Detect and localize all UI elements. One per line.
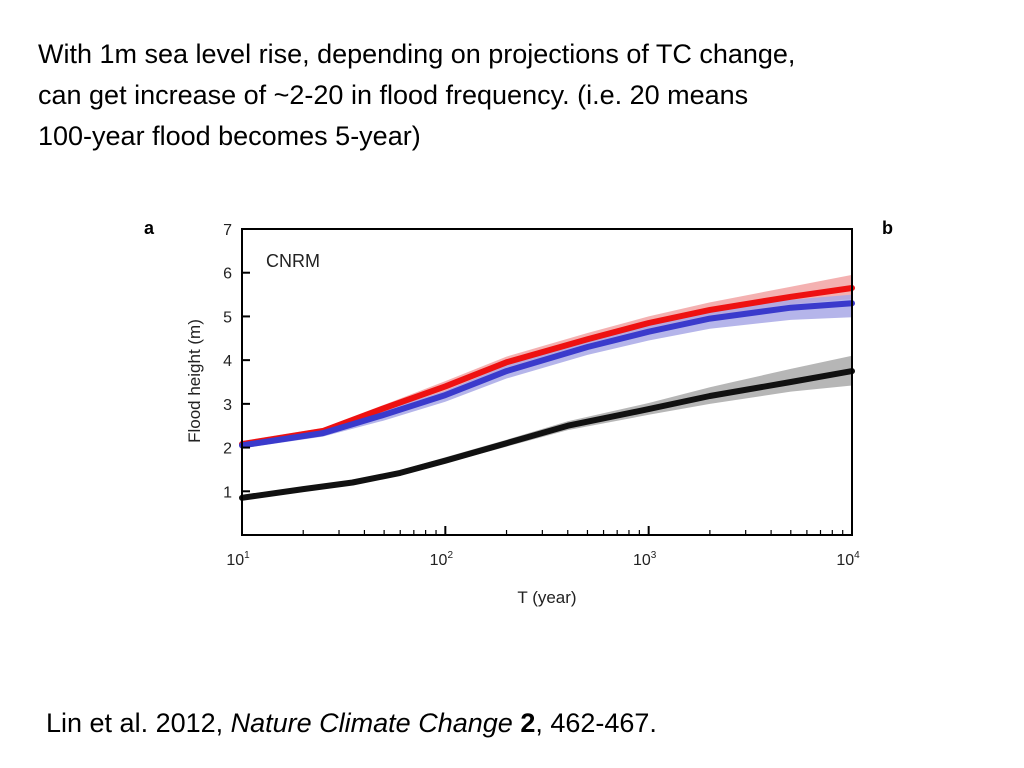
x-tick-base: 10: [430, 552, 448, 569]
x-tick-exponent: 2: [447, 550, 453, 561]
series-lines: [239, 285, 855, 501]
series-1-line: [239, 285, 855, 448]
series-3-band: [242, 355, 852, 500]
y-tick-label: 7: [223, 222, 232, 239]
y-tick-label: 4: [223, 353, 232, 370]
headline-line-3: 100-year flood becomes 5-year): [38, 121, 421, 151]
y-axis-title: Flood height (m): [185, 319, 204, 443]
series-3-line: [239, 368, 855, 501]
x-tick-label: 103: [633, 550, 657, 569]
x-tick-label: 102: [430, 550, 454, 569]
x-tick-base: 10: [633, 552, 651, 569]
y-tick-label: 3: [223, 397, 232, 414]
x-tick-base: 10: [836, 552, 854, 569]
slide-headline: With 1m sea level rise, depending on pro…: [38, 34, 1008, 157]
citation-authors: Lin et al. 2012,: [46, 708, 231, 738]
y-tick-label: 5: [223, 309, 232, 326]
x-axis-title: T (year): [517, 588, 576, 607]
model-label: CNRM: [266, 251, 320, 271]
y-axis-ticks: 1 2 3 4 5 6 7: [223, 222, 250, 501]
citation-volume: 2: [520, 708, 536, 738]
x-tick-exponent: 4: [854, 550, 860, 561]
x-tick-exponent: 3: [651, 550, 657, 561]
headline-line-1: With 1m sea level rise, depending on pro…: [38, 39, 796, 69]
y-tick-label: 1: [223, 484, 232, 501]
x-tick-label: 101: [226, 550, 250, 569]
x-axis-ticks: 101 102 103 104: [226, 526, 860, 569]
x-tick-label: 104: [836, 550, 860, 569]
headline-line-2: can get increase of ~2-20 in flood frequ…: [38, 80, 749, 110]
y-tick-label: 2: [223, 441, 232, 458]
plot-frame: [241, 228, 853, 536]
x-tick-exponent: 1: [244, 550, 250, 561]
y-tick-label: 6: [223, 266, 232, 283]
panel-label-a: a: [144, 218, 155, 238]
x-tick-base: 10: [226, 552, 244, 569]
panel-label-b: b: [882, 218, 893, 238]
citation-pages: , 462-467.: [535, 708, 657, 738]
citation: Lin et al. 2012, Nature Climate Change 2…: [46, 708, 657, 739]
citation-journal: Nature Climate Change: [230, 708, 513, 738]
series-2-line: [239, 300, 855, 449]
